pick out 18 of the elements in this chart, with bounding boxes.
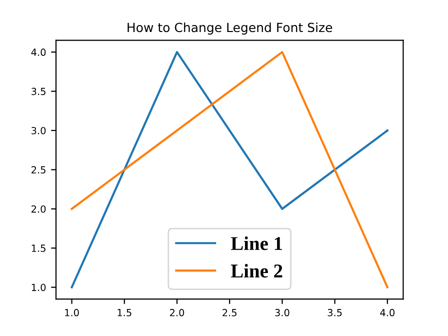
line-series bbox=[70, 51, 388, 288]
y-tick-label: 3.5 bbox=[32, 88, 46, 96]
x-tick-label: 3.5 bbox=[328, 308, 342, 316]
chart-title: How to Change Legend Font Size bbox=[128, 22, 332, 35]
y-tick-label: 4.0 bbox=[31, 48, 46, 56]
x-tick-label: 2.5 bbox=[222, 308, 236, 316]
y-tick-label: 2.0 bbox=[32, 205, 46, 213]
legend-label: Line 2 bbox=[230, 264, 282, 278]
x-tick-label: 1.0 bbox=[65, 308, 79, 316]
legend-label: Line 1 bbox=[230, 236, 282, 250]
x-tick-label: 1.5 bbox=[118, 309, 132, 316]
x-tick-label: 3.0 bbox=[275, 308, 290, 316]
y-tick-label: 3.0 bbox=[32, 126, 46, 134]
y-tick-label: 1.0 bbox=[32, 284, 46, 292]
x-tick-label: 4.0 bbox=[380, 308, 395, 316]
y-tick-label: 2.5 bbox=[32, 166, 46, 174]
y-tick-label: 1.5 bbox=[32, 244, 46, 252]
x-tick-label: 2.0 bbox=[170, 308, 184, 316]
